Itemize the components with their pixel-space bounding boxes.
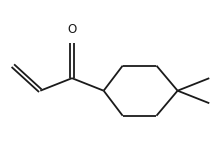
Text: O: O bbox=[67, 23, 77, 36]
